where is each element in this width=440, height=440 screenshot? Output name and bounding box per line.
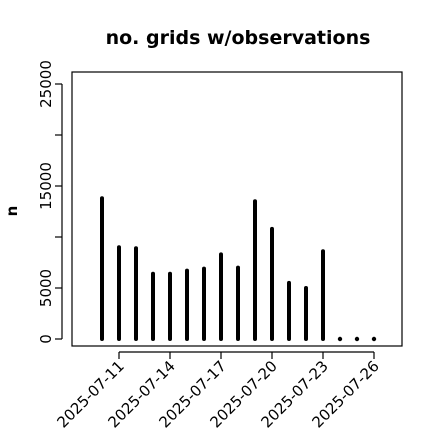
plot-frame	[71, 71, 403, 347]
y-axis-label: n	[3, 206, 21, 217]
y-tick-label: 15000	[37, 162, 55, 210]
x-axis: 2025-07-112025-07-142025-07-172025-07-20…	[53, 351, 383, 431]
bar-zero-point	[371, 336, 377, 342]
bar-zero-point	[337, 336, 343, 342]
y-tick-label: 25000	[37, 60, 55, 108]
bars	[100, 196, 377, 342]
y-tick-label: 5000	[37, 269, 55, 307]
y-tick-label: 0	[37, 334, 55, 344]
bar-zero-point	[354, 336, 360, 342]
chart-title: no. grids w/observations	[106, 27, 371, 49]
y-axis: 0 5000 15000 25000	[37, 60, 63, 344]
